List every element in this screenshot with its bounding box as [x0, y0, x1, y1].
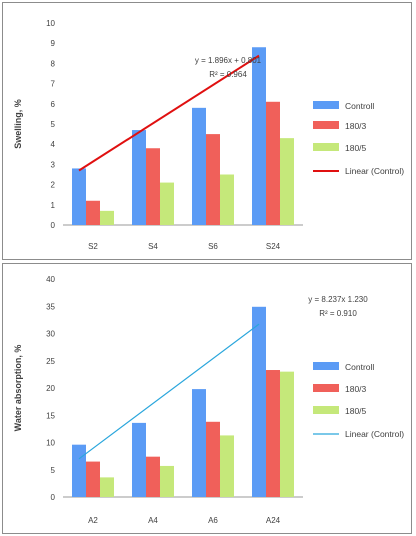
bar-180-3-S6	[206, 134, 220, 225]
y-tick-label: 1	[51, 201, 56, 210]
y-tick-label: 10	[46, 439, 55, 448]
y-axis-label: Water absorption, %	[13, 345, 23, 432]
legend-swatch-Controll	[313, 362, 339, 370]
bar-Controll-A2	[72, 444, 86, 497]
y-tick-label: 4	[51, 140, 56, 149]
bar-Controll-S24	[252, 47, 266, 225]
x-tick-label: A6	[208, 516, 218, 525]
legend-swatch-180-3	[313, 121, 339, 129]
bar-180-5-A4	[160, 465, 174, 497]
bar-180-5-S4	[160, 182, 174, 225]
legend-swatch-Controll	[313, 101, 339, 109]
y-tick-label: 8	[51, 59, 56, 68]
bar-180-5-A6	[220, 435, 234, 497]
x-tick-label: S2	[88, 242, 98, 251]
bar-180-3-A24	[266, 370, 280, 497]
trendline-control	[78, 54, 260, 172]
y-tick-label: 20	[46, 384, 55, 393]
legend-label: 180/3	[345, 384, 367, 394]
bar-180-5-S24	[280, 138, 294, 225]
legend-swatch-180-3	[313, 384, 339, 392]
bar-180-3-A6	[206, 421, 220, 497]
bar-180-5-S2	[100, 210, 114, 225]
y-tick-label: 2	[51, 181, 56, 190]
bar-Controll-A4	[132, 422, 146, 497]
x-tick-label: A4	[148, 516, 158, 525]
trendline-control	[78, 323, 260, 460]
bar-180-3-S24	[266, 101, 280, 225]
legend-label: Controll	[345, 362, 374, 372]
x-tick-label: S24	[266, 242, 281, 251]
bar-180-5-A2	[100, 477, 114, 497]
bar-Controll-A6	[192, 389, 206, 497]
y-tick-label: 40	[46, 275, 55, 284]
x-tick-label: S4	[148, 242, 158, 251]
y-tick-label: 5	[51, 466, 56, 475]
bar-Controll-A24	[252, 306, 266, 497]
y-tick-label: 9	[51, 39, 56, 48]
y-tick-label: 15	[46, 411, 55, 420]
bar-Controll-S2	[72, 168, 86, 225]
trendline-r2: R² = 0.910	[319, 309, 357, 318]
legend-label: 180/5	[345, 406, 367, 416]
legend-label: Linear (Control)	[345, 429, 404, 439]
bar-180-3-A4	[146, 456, 160, 497]
y-tick-label: 25	[46, 357, 55, 366]
y-tick-label: 3	[51, 160, 56, 169]
bar-Controll-S6	[192, 107, 206, 225]
y-tick-label: 6	[51, 100, 56, 109]
legend-label: 180/5	[345, 143, 367, 153]
y-tick-label: 30	[46, 330, 55, 339]
y-tick-label: 5	[51, 120, 56, 129]
bar-180-5-S6	[220, 174, 234, 225]
legend-label: 180/3	[345, 121, 367, 131]
water-absorption-chart: 0 5 10 15 20 25 30 35 40 Water absorption, % A2 A4 A…	[13, 275, 404, 525]
y-tick-label: 0	[51, 493, 56, 502]
swelling-chart-panel: 0 1 2 3 4 5 6 7 8 9 10 Swelling, % S2 S4 S6 S24 y = 1.89…	[2, 2, 412, 260]
trendline-r2: R² = 0.964	[209, 70, 247, 79]
y-tick-label: 35	[46, 302, 55, 311]
y-tick-label: 7	[51, 80, 56, 89]
legend-label: Controll	[345, 101, 374, 111]
bar-180-3-S2	[86, 200, 100, 225]
x-tick-label: A24	[266, 516, 281, 525]
y-tick-label: 10	[46, 19, 55, 28]
water-absorption-chart-panel: 0 5 10 15 20 25 30 35 40 Water absorption, % A2 A4 A…	[2, 263, 412, 534]
y-tick-label: 0	[51, 221, 56, 230]
trendline-equation: y = 1.896x + 0.801	[195, 56, 262, 65]
bar-180-5-A24	[280, 371, 294, 497]
bar-180-3-A2	[86, 461, 100, 497]
y-axis-label: Swelling, %	[13, 99, 23, 149]
legend-swatch-180-5	[313, 143, 339, 151]
swelling-chart: 0 1 2 3 4 5 6 7 8 9 10 Swelling, % S2 S4 S6 S24 y = 1.89…	[13, 19, 404, 251]
bar-180-3-S4	[146, 148, 160, 225]
legend-label: Linear (Control)	[345, 166, 404, 176]
trendline-equation: y = 8.237x 1.230	[308, 295, 368, 304]
x-tick-label: S6	[208, 242, 218, 251]
bar-Controll-S4	[132, 130, 146, 225]
legend-swatch-180-5	[313, 406, 339, 414]
x-tick-label: A2	[88, 516, 98, 525]
